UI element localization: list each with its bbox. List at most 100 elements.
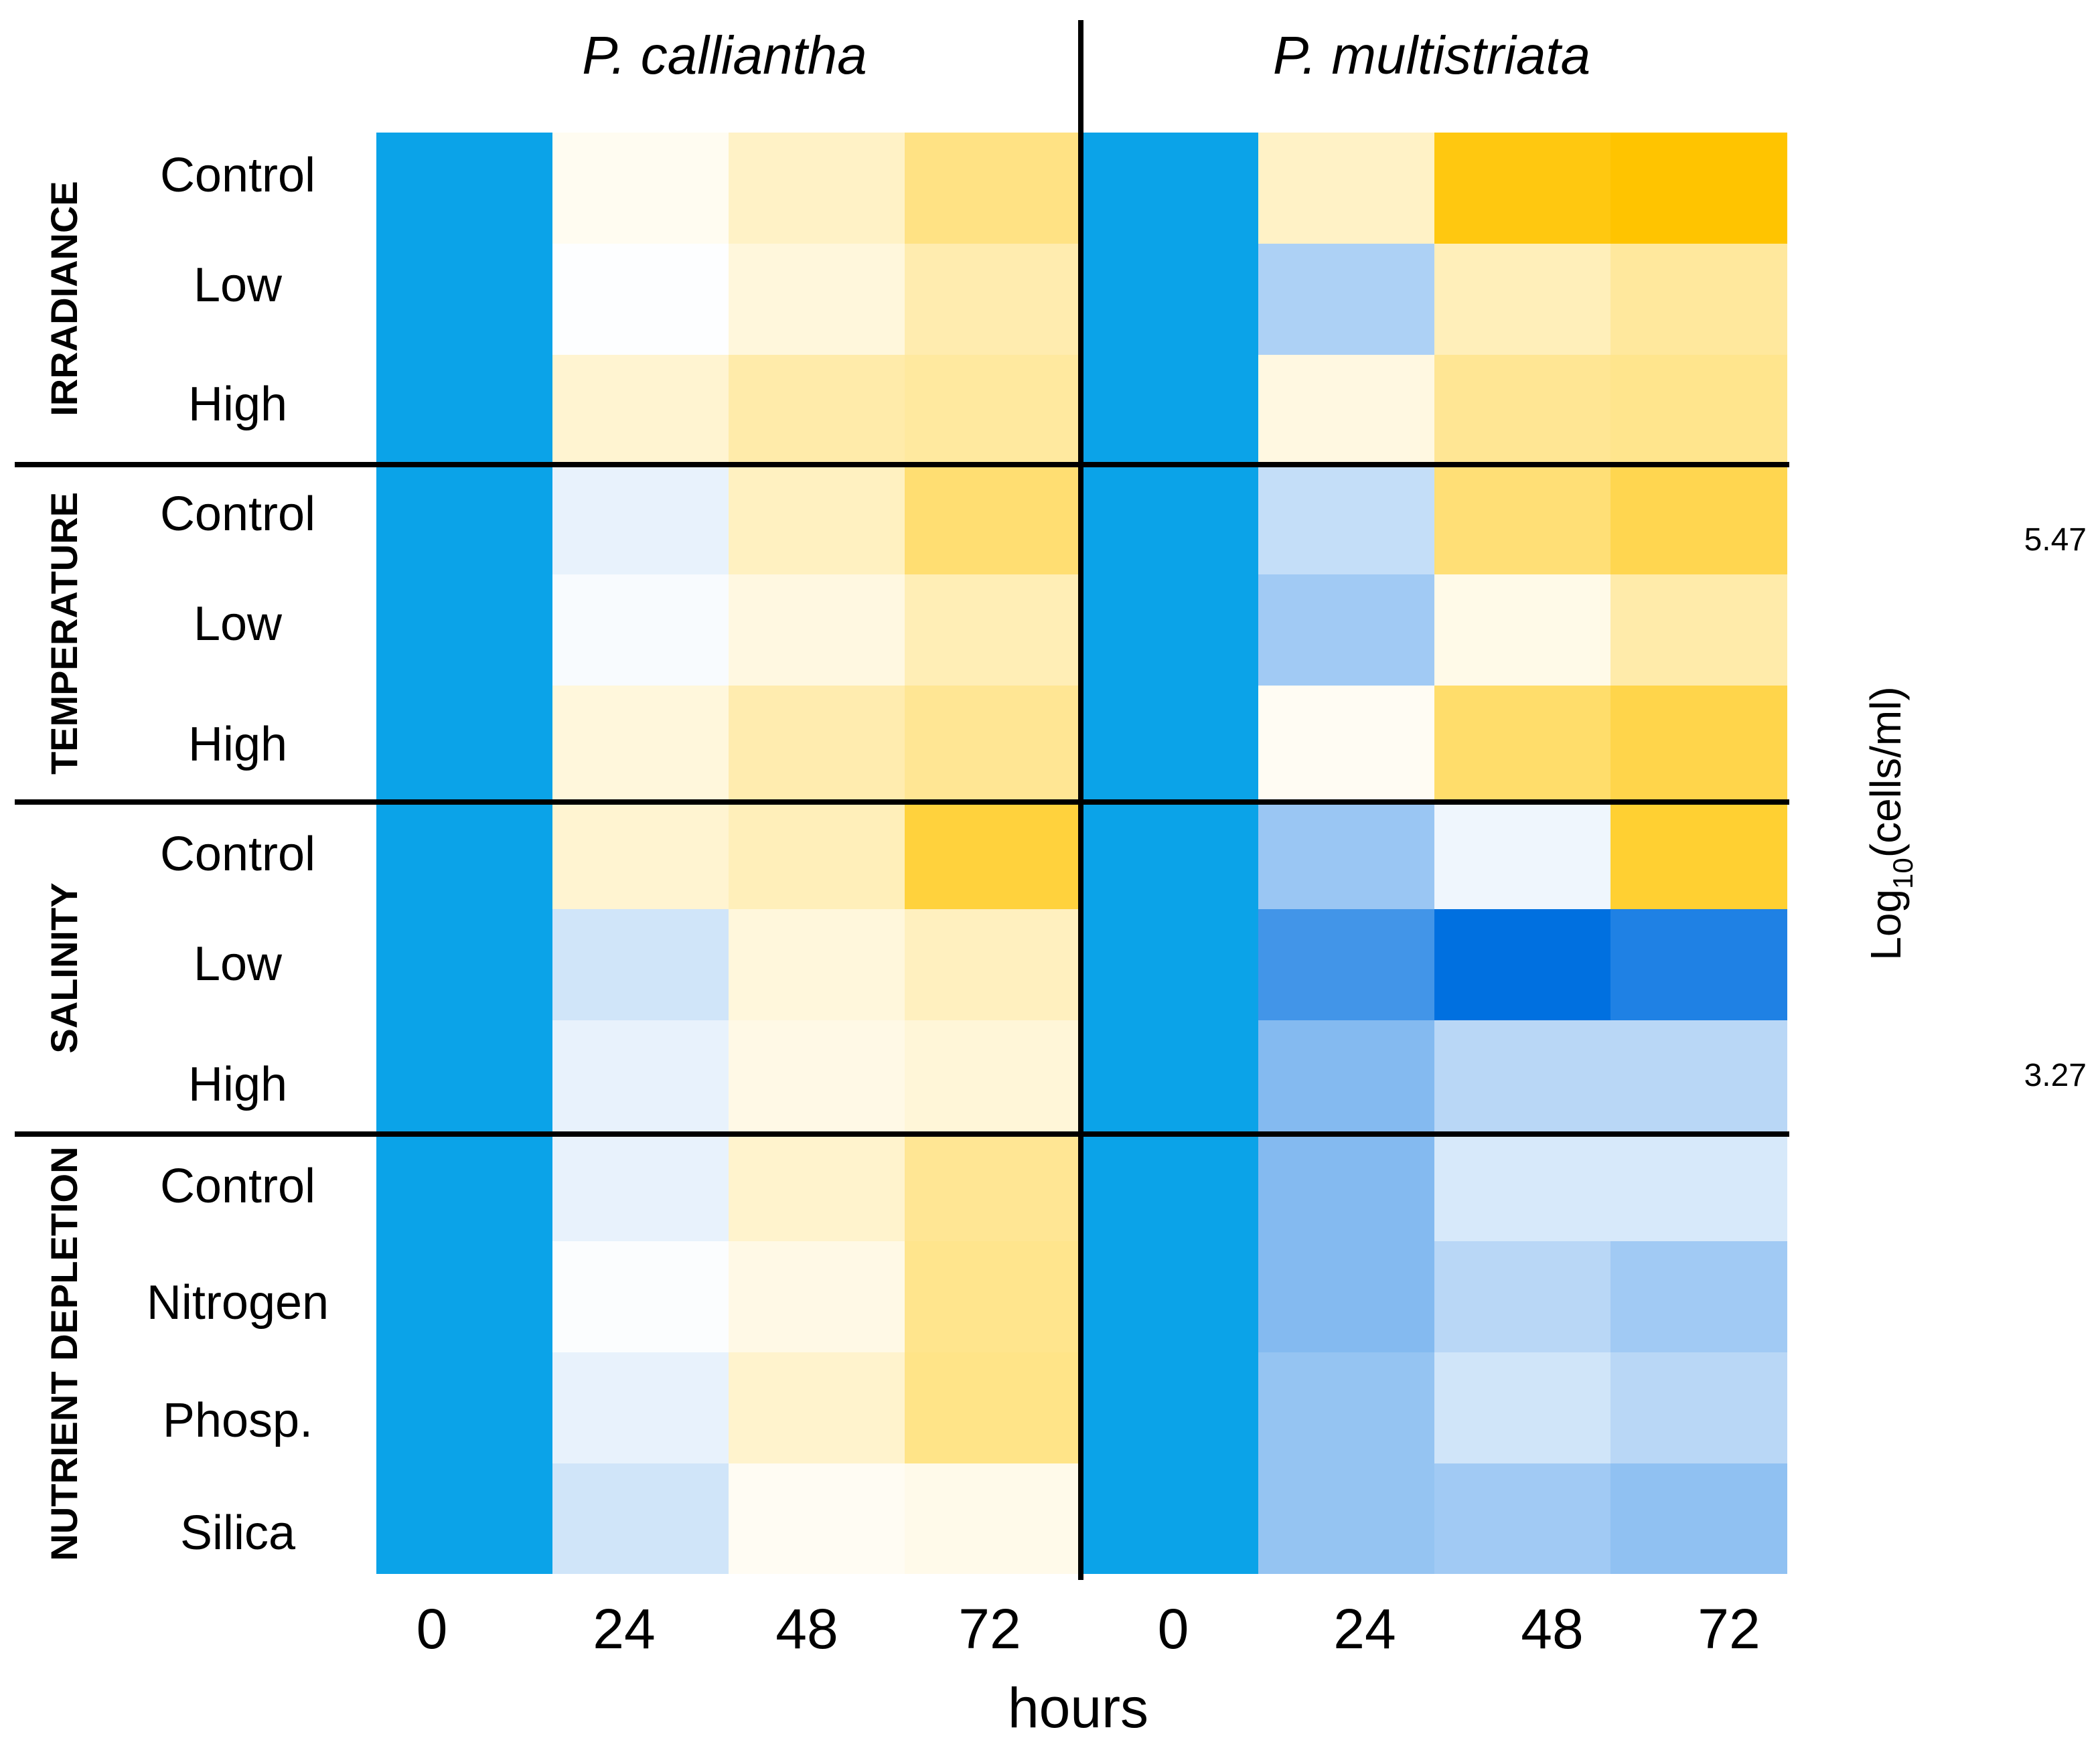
group-label: IRRADIANCE [43, 181, 85, 416]
heatmap-cell [1434, 1134, 1611, 1242]
heatmap-cell [1258, 1134, 1435, 1242]
heatmap-cell [1258, 1020, 1435, 1135]
heatmap-cell [1434, 355, 1611, 465]
heatmap-cell [1434, 244, 1611, 355]
x-tick-label: 24 [593, 1597, 655, 1660]
species-title-multistriata: P. multistriata [1273, 25, 1590, 85]
heatmap-cell [729, 802, 905, 910]
heatmap-cell [1434, 686, 1611, 803]
row-label: Silica [180, 1506, 296, 1560]
heatmap-cell [552, 1352, 729, 1464]
row-label: High [188, 378, 287, 431]
row-label: Low [194, 937, 283, 991]
colorbar-min-label: 3.27 [2024, 1058, 2087, 1093]
heatmap-cell [1082, 1241, 1259, 1353]
heatmap-cell [905, 1352, 1081, 1464]
heatmap-cell [729, 1241, 905, 1353]
heatmap-cell [552, 1241, 729, 1353]
row-label: Low [194, 258, 283, 312]
heatmap-cell [1434, 465, 1611, 575]
heatmap-cell [1610, 802, 1787, 910]
group-label: SALINITY [43, 882, 85, 1053]
heatmap-cell [552, 909, 729, 1021]
heatmap-cell [905, 802, 1081, 910]
heatmap-cell [1082, 1463, 1259, 1574]
heatmap-cell [729, 1463, 905, 1574]
heatmap-cell [376, 802, 553, 910]
row-label: Control [160, 487, 315, 541]
x-tick-label: 72 [1698, 1597, 1760, 1660]
heatmap-cell [905, 1241, 1081, 1353]
heatmap-cell [1258, 133, 1435, 244]
heatmap-cell [1434, 802, 1611, 910]
heatmap-cell [1258, 909, 1435, 1021]
heatmap-cell [1082, 686, 1259, 803]
row-label: Control [160, 1160, 315, 1213]
heatmap-cell [905, 1463, 1081, 1574]
species-title-calliantha: P. calliantha [582, 25, 867, 85]
heatmap-cell [905, 909, 1081, 1021]
heatmap-cell [905, 244, 1081, 355]
heatmap-cell [1082, 1020, 1259, 1135]
heatmap-cell [1082, 1352, 1259, 1464]
heatmap-cell [1610, 355, 1787, 465]
colorbar-title-units: (cells/ml) [1862, 686, 1910, 858]
heatmap-cell [729, 244, 905, 355]
heatmap-cell [1082, 574, 1259, 686]
heatmap-cell [1434, 133, 1611, 244]
heatmap-cell [552, 244, 729, 355]
heatmap-cell [552, 574, 729, 686]
heatmap-cell [1082, 133, 1259, 244]
panel-dividers [15, 20, 1789, 1580]
heatmap-cell [1082, 1134, 1259, 1242]
heatmap-cell [1434, 1020, 1611, 1135]
heatmap-cell [729, 909, 905, 1021]
heatmap-cell [1258, 1463, 1435, 1574]
heatmap-cell [729, 1352, 905, 1464]
heatmap-cell [1610, 1463, 1787, 1574]
heatmap-cell [1258, 465, 1435, 575]
heatmap-cell [552, 1463, 729, 1574]
row-label: Control [160, 149, 315, 202]
heatmap-cell [1434, 1352, 1611, 1464]
heatmap-cell [729, 574, 905, 686]
group-label: NUTRIENT DEPLETION [43, 1146, 85, 1561]
heatmap-cell [1258, 244, 1435, 355]
heatmap-cell [1610, 686, 1787, 803]
row-label: High [188, 1058, 287, 1111]
heatmap-cell [1610, 1020, 1787, 1135]
heatmap-cell [376, 244, 553, 355]
colorbar-title-subscript: 10 [1887, 858, 1919, 889]
colorbar-max-label: 5.47 [2024, 522, 2087, 558]
heatmap-cell [1434, 1463, 1611, 1574]
heatmap-cell [376, 1020, 553, 1135]
heatmap-cell [1434, 909, 1611, 1021]
heatmap-cell [552, 802, 729, 910]
x-tick-label: 48 [775, 1597, 838, 1660]
heatmap-cell [905, 1134, 1081, 1242]
heatmap-cell [1610, 133, 1787, 244]
heatmap-cell [905, 1020, 1081, 1135]
heatmap-cell [376, 1134, 553, 1242]
heatmap-cell [552, 686, 729, 803]
heatmap-cell [1082, 465, 1259, 575]
heatmap-cell [376, 133, 553, 244]
heatmap-cell [376, 1463, 553, 1574]
heatmap-cell [1258, 1352, 1435, 1464]
heatmap-cell [1434, 574, 1611, 686]
heatmap-cells [376, 133, 1787, 1574]
x-tick-label: 72 [958, 1597, 1021, 1660]
row-label: Nitrogen [147, 1276, 329, 1330]
colorbar-title: Log10(cells/ml) [1862, 686, 1919, 960]
heatmap-cell [905, 133, 1081, 244]
heatmap-cell [1610, 465, 1787, 575]
heatmap-cell [376, 574, 553, 686]
heatmap-cell [729, 686, 905, 803]
heatmap-cell [1082, 909, 1259, 1021]
heatmap-cell [1610, 244, 1787, 355]
heatmap-cell [729, 465, 905, 575]
heatmap-cell [552, 465, 729, 575]
heatmap-cell [905, 574, 1081, 686]
x-tick-label: 0 [417, 1597, 448, 1660]
